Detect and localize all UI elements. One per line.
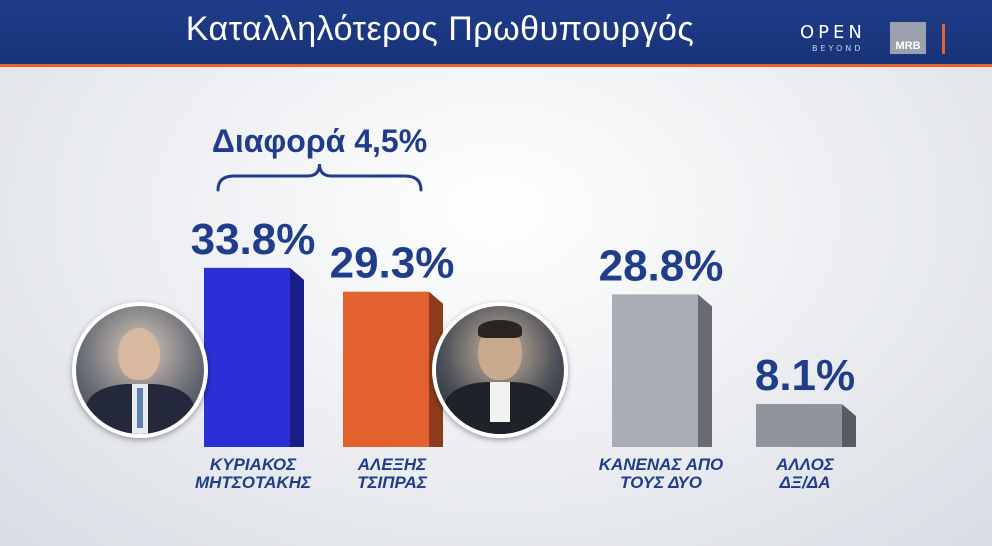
category-label: ΜΗΤΣΟΤΑΚΗΣ — [195, 473, 312, 492]
difference-annotation: Διαφορά 4,5% — [212, 123, 427, 159]
bar-value-label: 33.8% — [191, 215, 316, 264]
category-label: ΚΥΡΙΑΚΟΣ — [210, 455, 297, 474]
bar-side — [842, 404, 856, 447]
mrb-logo: MRB — [890, 22, 926, 54]
mrb-logo-text: MRB — [895, 40, 921, 52]
bar-side — [290, 267, 304, 447]
category-label: ΑΛΛΟΣ — [775, 455, 835, 474]
open-logo-sub: BEYOND — [812, 44, 864, 53]
bar-value-label: 28.8% — [599, 241, 724, 290]
category-label: ΑΛΕΞΗΣ — [357, 455, 427, 474]
difference-brace — [216, 163, 423, 192]
category-label: ΤΣΙΠΡΑΣ — [357, 473, 428, 492]
bar-value-label: 8.1% — [755, 351, 855, 400]
open-logo: OPEN — [800, 22, 866, 43]
logo-divider — [942, 24, 945, 54]
bar — [204, 267, 290, 447]
header-bar: Καταλληλότερος Πρωθυπουργός OPEN BEYOND … — [0, 0, 992, 67]
bar — [343, 291, 429, 447]
bar — [756, 404, 842, 447]
photo-tsipras — [432, 302, 568, 438]
category-label: ΔΞ/ΔΑ — [779, 473, 831, 492]
category-label: ΚΑΝΕΝΑΣ ΑΠΟ — [599, 455, 724, 474]
bar-value-label: 29.3% — [330, 239, 455, 288]
category-label: ΤΟΥΣ ΔΥΟ — [620, 473, 702, 492]
photo-mitsotakis — [72, 302, 208, 438]
bar-side — [698, 294, 712, 447]
bar — [612, 294, 698, 447]
chart-title: Καταλληλότερος Πρωθυπουργός — [185, 10, 695, 48]
